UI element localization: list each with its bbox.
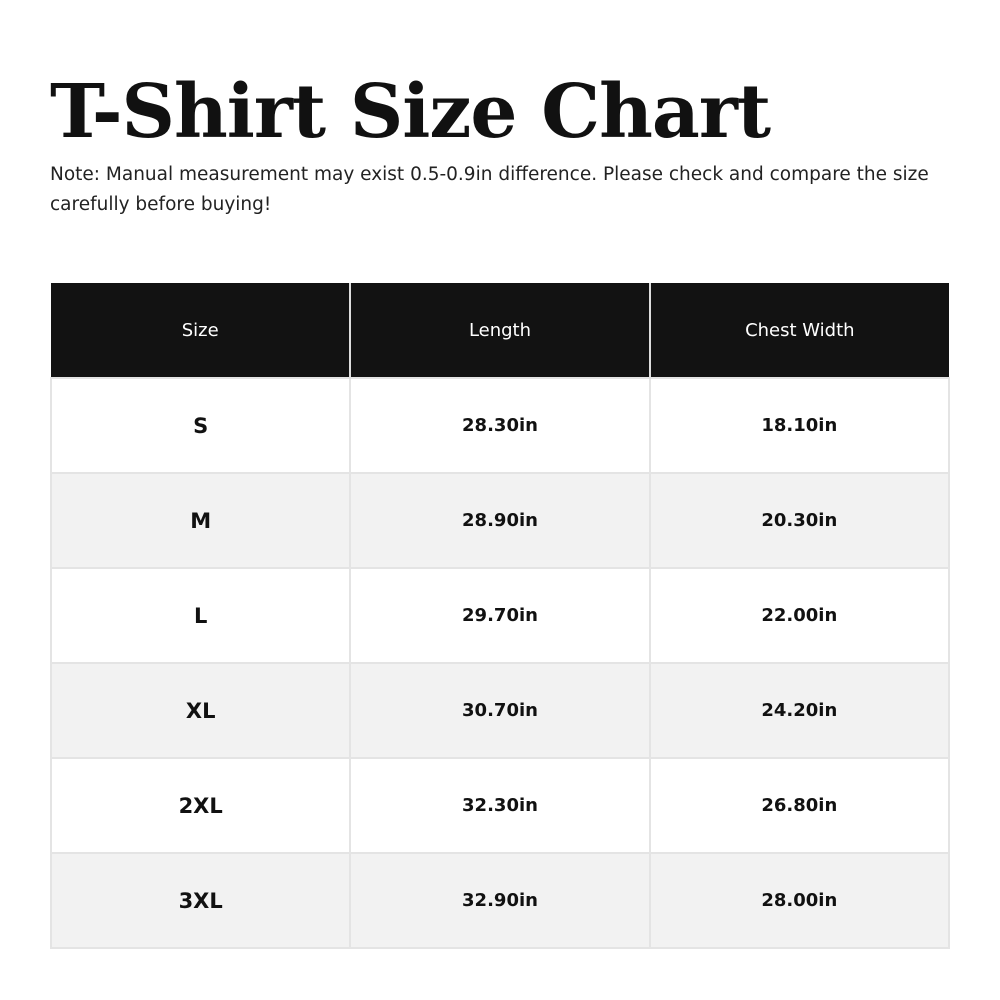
table-row: 2XL 32.30in 26.80in <box>49 757 951 854</box>
size-chart-table: Size Length Chest Width S 28.30in 18.10in M… <box>49 283 951 949</box>
header-chest-width: Chest Width <box>648 283 949 378</box>
length-cell: 28.90in <box>349 472 651 569</box>
table-row: S 28.30in 18.10in <box>49 377 951 474</box>
size-cell: S <box>49 377 352 474</box>
chest-width-cell: 26.80in <box>648 757 951 854</box>
chest-width-cell: 18.10in <box>648 377 951 474</box>
table-row: 3XL 32.90in 28.00in <box>49 852 951 949</box>
page-title: T-Shirt Size Chart <box>50 69 771 155</box>
header-length: Length <box>349 283 650 378</box>
length-cell: 28.30in <box>349 377 651 474</box>
size-cell: XL <box>49 662 352 759</box>
size-cell: 2XL <box>49 757 352 854</box>
length-cell: 32.30in <box>349 757 651 854</box>
length-cell: 30.70in <box>349 662 651 759</box>
length-cell: 29.70in <box>349 567 651 664</box>
measurement-note: Note: Manual measurement may exist 0.5-0… <box>50 164 929 215</box>
table-header-row: Size Length Chest Width <box>51 283 949 378</box>
size-cell: L <box>49 567 352 664</box>
length-cell: 32.90in <box>349 852 651 949</box>
size-cell: 3XL <box>49 852 352 949</box>
table-row: XL 30.70in 24.20in <box>49 662 951 759</box>
table-row: M 28.90in 20.30in <box>49 472 951 569</box>
chest-width-cell: 24.20in <box>648 662 951 759</box>
chest-width-cell: 22.00in <box>648 567 951 664</box>
chest-width-cell: 20.30in <box>648 472 951 569</box>
chest-width-cell: 28.00in <box>648 852 951 949</box>
table-row: L 29.70in 22.00in <box>49 567 951 664</box>
header-size: Size <box>51 283 351 378</box>
size-cell: M <box>49 472 352 569</box>
